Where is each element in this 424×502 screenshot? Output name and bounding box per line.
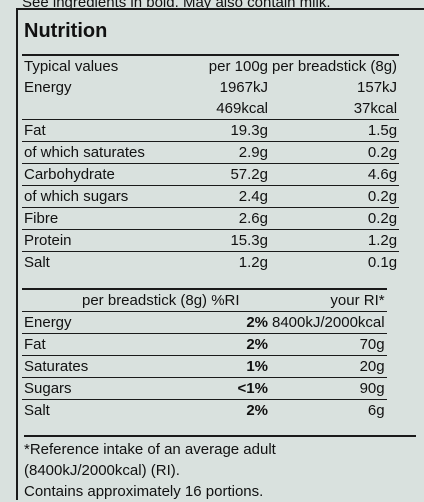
nutrient-label: Fibre <box>22 207 184 230</box>
nutrient-per-stick: 0.2g <box>270 185 400 208</box>
per-100g-header: per 100g <box>184 54 270 77</box>
typical-values-label: Typical values <box>22 54 184 77</box>
nutrient-per-100g: 1.2g <box>184 251 270 273</box>
ri-header-left: per breadstick (8g) %RI <box>22 288 270 312</box>
table-row: Saturates 1% 20g <box>22 355 387 378</box>
nutrient-label: of which sugars <box>22 185 184 208</box>
portions-text: Contains approximately 16 portions. <box>24 483 264 500</box>
table-row: Sugars <1% 90g <box>22 377 387 400</box>
energy-kj-100g: 1967kJ <box>219 78 268 96</box>
energy-row-kj: Energy 1967kJ 157kJ <box>22 77 399 98</box>
nutrient-per-100g: 57.2g <box>184 163 270 186</box>
ri-value: 90g <box>270 377 387 400</box>
energy-kj-stick: 157kJ <box>357 78 398 96</box>
energy-kcal-stick: 37kcal <box>353 99 398 117</box>
per-breadstick-header: per breadstick (8g) <box>270 54 400 77</box>
nutrient-per-100g: 19.3g <box>184 119 270 142</box>
ri-value: 8400kJ/2000kcal <box>270 311 387 334</box>
table-row: Fibre 2.6g 0.2g <box>22 207 400 230</box>
footnote: *Reference intake of an average adult (8… <box>24 435 416 502</box>
table-row: Fat 19.3g 1.5g <box>22 119 400 142</box>
ri-label: Saturates <box>22 355 184 378</box>
table-row: of which saturates 2.9g 0.2g <box>22 141 400 164</box>
table-header-row: Typical values per 100g per breadstick (… <box>22 54 400 77</box>
table-row: of which sugars 2.4g 0.2g <box>22 185 400 208</box>
nutrient-per-stick: 1.2g <box>270 229 400 252</box>
nutrition-table: Typical values per 100g per breadstick (… <box>22 54 400 273</box>
ri-value: 6g <box>270 399 387 421</box>
nutrient-label: of which saturates <box>22 141 184 164</box>
table-row: Carbohydrate 57.2g 4.6g <box>22 163 400 186</box>
nutrient-per-100g: 2.4g <box>184 185 270 208</box>
nutrient-per-stick: 0.2g <box>270 207 400 230</box>
ri-header-right: your RI* <box>270 288 387 312</box>
nutrient-label: Salt <box>22 251 184 273</box>
ri-header-row: per breadstick (8g) %RI your RI* <box>22 288 387 312</box>
footnote-line-2: (8400kJ/2000kcal) (RI). <box>24 462 180 479</box>
nutrient-per-stick: 0.1g <box>270 251 400 273</box>
nutrient-per-100g: 2.9g <box>184 141 270 164</box>
energy-row-kcal: 469kcal 37kcal <box>22 98 399 120</box>
ri-percent: 2% <box>184 399 270 421</box>
nutrient-per-100g: 2.6g <box>184 207 270 230</box>
ri-value: 70g <box>270 333 387 356</box>
top-cut-text: See ingredients in bold. May also contai… <box>22 0 331 11</box>
ri-percent: 2% <box>184 333 270 356</box>
ri-table: per breadstick (8g) %RI your RI* Energy … <box>22 288 387 421</box>
nutrition-panel: Nutrition Typical values per 100g per br… <box>16 8 424 500</box>
footnote-line-1: *Reference intake of an average adult <box>24 441 276 458</box>
nutrition-title: Nutrition <box>24 20 108 42</box>
ri-percent: <1% <box>184 377 270 400</box>
ri-label: Salt <box>22 399 184 421</box>
ri-label: Fat <box>22 333 184 356</box>
table-row: Salt 1.2g 0.1g <box>22 251 400 273</box>
ri-percent: 1% <box>184 355 270 378</box>
nutrient-per-stick: 1.5g <box>270 119 400 142</box>
ri-value: 20g <box>270 355 387 378</box>
ri-percent: 2% <box>184 311 270 334</box>
table-row: Salt 2% 6g <box>22 399 387 421</box>
nutrient-label: Protein <box>22 229 184 252</box>
energy-kcal-100g: 469kcal <box>216 99 268 117</box>
table-row: Energy 2% 8400kJ/2000kcal <box>22 311 387 334</box>
ri-label: Sugars <box>22 377 184 400</box>
ri-label: Energy <box>22 311 184 334</box>
nutrient-label: Fat <box>22 119 184 142</box>
table-row: Protein 15.3g 1.2g <box>22 229 400 252</box>
energy-label: Energy <box>24 78 72 96</box>
table-row: Fat 2% 70g <box>22 333 387 356</box>
nutrient-per-100g: 15.3g <box>184 229 270 252</box>
nutrient-label: Carbohydrate <box>22 163 184 186</box>
nutrient-per-stick: 0.2g <box>270 141 400 164</box>
nutrient-per-stick: 4.6g <box>270 163 400 186</box>
